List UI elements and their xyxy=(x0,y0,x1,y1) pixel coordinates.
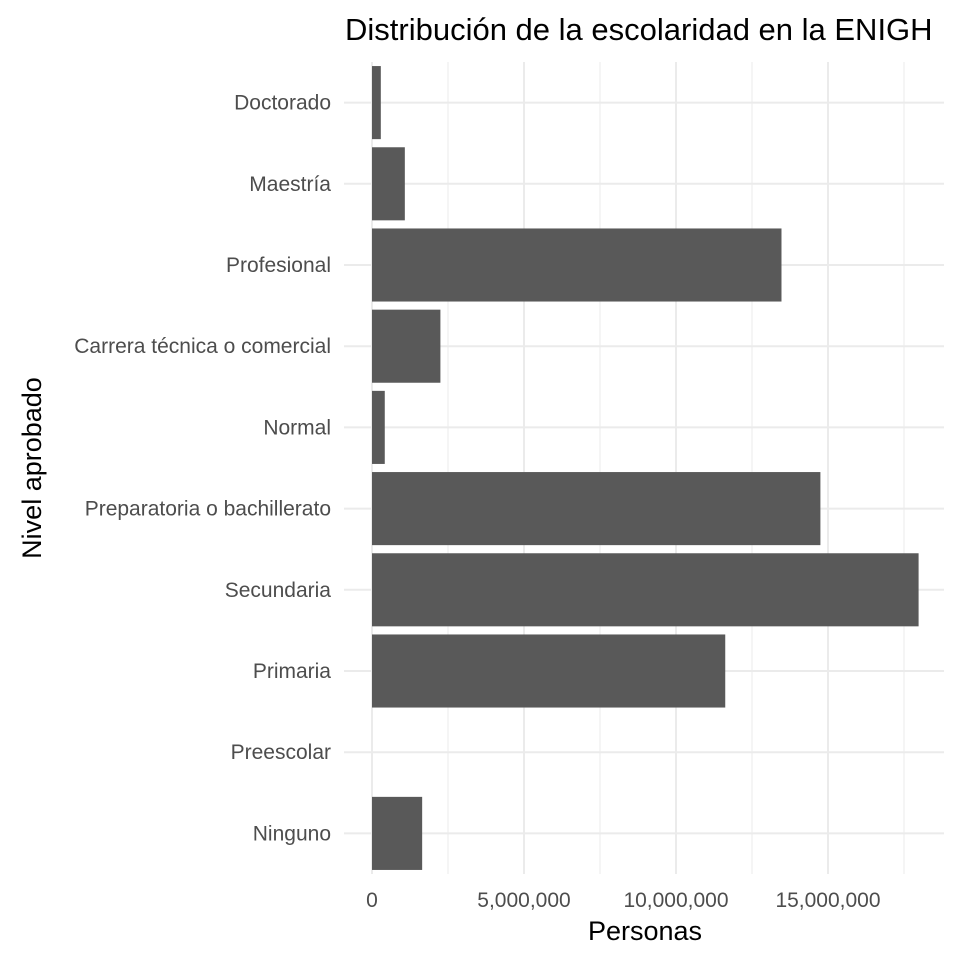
x-tick-label: 0 xyxy=(366,889,378,912)
y-tick-label: Carrera técnica o comercial xyxy=(74,335,331,358)
y-tick-label: Preparatoria o bachillerato xyxy=(85,498,331,521)
y-tick-label: Secundaria xyxy=(225,579,332,602)
y-tick-labels: Ninguno Preescolar Primaria Secundaria Prepa… xyxy=(74,92,331,846)
x-tick-label: 5,000,000 xyxy=(477,889,570,912)
y-tick-label: Profesional xyxy=(226,254,331,277)
y-tick-label: Normal xyxy=(263,416,331,439)
x-axis-title: Personas xyxy=(588,916,702,946)
y-tick-label: Preescolar xyxy=(231,741,331,764)
bar xyxy=(372,553,919,627)
x-tick-label: 15,000,000 xyxy=(775,889,880,912)
y-tick-label: Doctorado xyxy=(234,92,331,115)
bar xyxy=(372,472,821,546)
grid-layer xyxy=(344,62,944,874)
bar-layer xyxy=(372,66,919,870)
y-tick-label: Primaria xyxy=(253,660,331,683)
bar xyxy=(372,796,423,870)
bar xyxy=(372,634,726,708)
x-tick-labels: 0 5,000,000 10,000,000 15,000,000 xyxy=(366,889,880,912)
y-tick-label: Ninguno xyxy=(253,822,331,845)
chart-title: Distribución de la escolaridad en la ENI… xyxy=(345,12,933,47)
y-axis-title: Nivel aprobado xyxy=(17,377,47,559)
x-tick-label: 10,000,000 xyxy=(623,889,728,912)
bar xyxy=(372,390,385,464)
bar xyxy=(372,228,782,302)
y-tick-label: Maestría xyxy=(249,173,331,196)
bar xyxy=(372,66,381,140)
bar xyxy=(372,309,441,383)
bar xyxy=(372,147,405,221)
